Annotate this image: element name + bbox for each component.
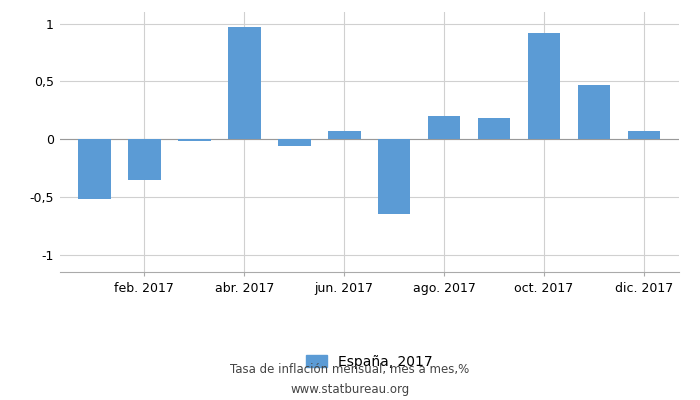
- Legend: España, 2017: España, 2017: [300, 349, 438, 374]
- Bar: [428, 116, 461, 139]
- Bar: [128, 139, 161, 180]
- Bar: [328, 131, 360, 139]
- Bar: [478, 118, 510, 139]
- Bar: [578, 85, 610, 139]
- Bar: [78, 139, 111, 199]
- Bar: [278, 139, 311, 146]
- Bar: [228, 27, 260, 139]
- Text: Tasa de inflación mensual, mes a mes,%: Tasa de inflación mensual, mes a mes,%: [230, 364, 470, 376]
- Bar: [628, 131, 660, 139]
- Text: www.statbureau.org: www.statbureau.org: [290, 384, 410, 396]
- Bar: [378, 139, 410, 214]
- Bar: [528, 33, 560, 139]
- Bar: [178, 139, 211, 142]
